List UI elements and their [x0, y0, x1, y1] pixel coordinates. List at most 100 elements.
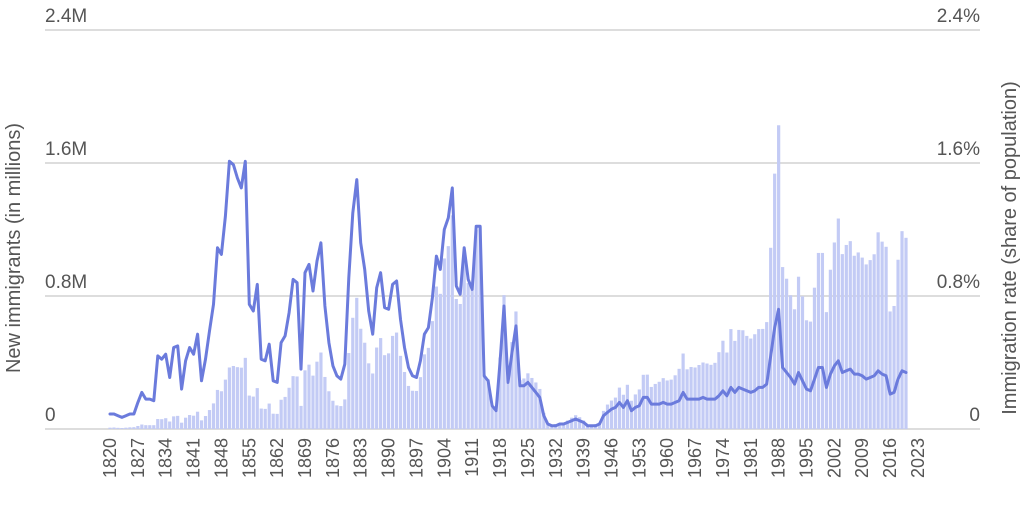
bar	[199, 420, 204, 429]
x-tick: 1848	[211, 438, 231, 478]
bar	[566, 420, 570, 429]
bar	[741, 330, 745, 429]
bar	[263, 408, 267, 429]
left-y-axis-ticks: 0 0.8M 1.6M 2.4M	[45, 6, 87, 426]
bar	[796, 276, 801, 429]
bar	[522, 378, 526, 429]
bar	[124, 427, 128, 429]
bar	[788, 295, 793, 429]
bar	[785, 278, 789, 429]
bar	[383, 355, 387, 429]
y-tick-left: 0.8M	[45, 272, 87, 293]
immigrants-bars	[108, 125, 908, 429]
bar	[414, 390, 419, 429]
x-tick: 1974	[713, 438, 733, 478]
bar	[597, 422, 602, 429]
x-tick: 1897	[407, 438, 427, 478]
bar	[223, 379, 228, 429]
bar	[323, 376, 327, 429]
bar	[860, 257, 864, 429]
bar	[856, 252, 860, 429]
bar	[526, 373, 530, 429]
immigration-rate-line	[108, 159, 908, 428]
bar	[454, 298, 458, 429]
bar	[375, 347, 379, 429]
bar	[721, 340, 725, 429]
bar	[757, 329, 761, 429]
bar	[267, 403, 271, 429]
bar	[108, 427, 112, 429]
x-tick: 1946	[602, 438, 622, 478]
bar	[426, 347, 430, 429]
bar	[239, 367, 243, 429]
bar	[195, 411, 200, 429]
bar	[546, 423, 550, 429]
x-tick: 1967	[685, 438, 705, 478]
bar	[351, 317, 355, 429]
x-tick: 2023	[908, 438, 928, 478]
bar	[128, 427, 132, 429]
bar	[176, 415, 180, 429]
x-tick: 1918	[490, 438, 510, 478]
bar	[514, 311, 518, 429]
bar	[800, 296, 805, 429]
x-tick: 1841	[184, 438, 204, 478]
bar	[705, 363, 709, 429]
x-tick: 1988	[769, 438, 789, 478]
right-y-axis-ticks: 0 0.8% 1.6% 2.4%	[937, 6, 980, 426]
bar	[641, 374, 645, 429]
bar	[275, 413, 279, 429]
bar	[601, 410, 606, 429]
bar	[617, 387, 622, 429]
bar	[474, 229, 478, 429]
bar	[188, 415, 192, 429]
bar	[653, 383, 657, 429]
bar	[251, 396, 255, 429]
bar	[582, 420, 586, 429]
bar	[828, 269, 832, 429]
bar	[904, 237, 908, 429]
y-tick-left: 1.6M	[45, 139, 87, 160]
bar	[430, 321, 434, 429]
bar	[494, 410, 498, 429]
x-tick: 2002	[824, 438, 844, 478]
bar	[558, 423, 562, 429]
bar	[832, 242, 836, 429]
bar	[888, 311, 892, 429]
bar	[518, 380, 522, 429]
bar	[259, 408, 263, 429]
bar	[613, 397, 618, 429]
x-axis-ticks: 1820 1827 1834 1841 1848 1855 1862 1869 1876 1883…	[100, 438, 928, 478]
bar	[892, 305, 896, 429]
bar	[315, 361, 319, 429]
bar	[729, 329, 733, 429]
bar	[816, 252, 821, 429]
bar	[215, 389, 220, 429]
bar	[812, 287, 817, 429]
bar	[470, 289, 474, 429]
bar	[649, 386, 653, 429]
x-tick: 1890	[379, 438, 399, 478]
bar	[808, 321, 813, 429]
bar	[172, 416, 176, 429]
bar	[645, 374, 649, 429]
bar	[709, 364, 713, 429]
bar	[160, 419, 164, 429]
bar	[713, 362, 717, 429]
bar	[148, 425, 152, 429]
bar	[402, 371, 407, 429]
bar	[307, 364, 311, 429]
x-tick: 1855	[239, 438, 259, 478]
bar	[450, 215, 454, 429]
bar	[247, 395, 251, 429]
bar	[753, 334, 757, 429]
bar	[363, 342, 367, 429]
x-tick: 1883	[351, 438, 371, 478]
bar	[327, 391, 331, 429]
bar	[410, 390, 415, 429]
bar	[820, 252, 825, 429]
bar	[717, 352, 721, 429]
left-y-axis-title: New immigrants (in millions)	[3, 123, 25, 373]
y-tick-left: 2.4M	[45, 6, 87, 27]
